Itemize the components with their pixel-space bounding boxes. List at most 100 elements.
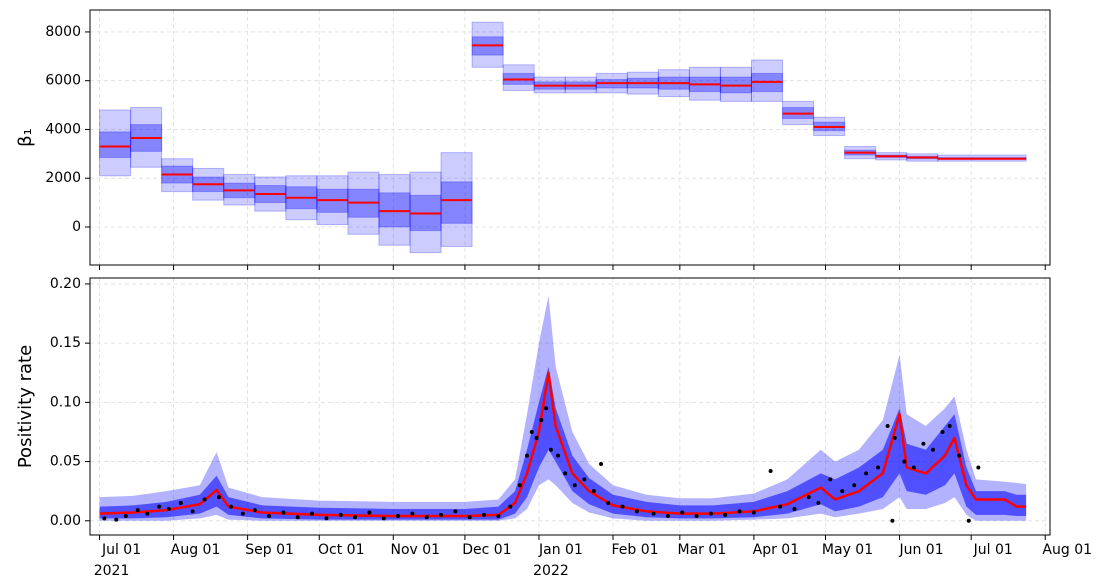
y-axis-label: β₁ — [15, 128, 36, 147]
data-point — [281, 510, 286, 515]
y-tick-label: 0.00 — [50, 513, 81, 529]
x-tick-label: Jan 01 — [538, 542, 583, 558]
x-tick-label: Mar 01 — [678, 542, 727, 558]
x-tick-label: Jun 01 — [898, 542, 943, 558]
x-tick-label: Nov 01 — [390, 542, 440, 558]
data-point — [240, 511, 245, 516]
data-point — [828, 477, 833, 482]
x-tick-label: Aug 01 — [171, 542, 221, 558]
data-point — [921, 441, 926, 446]
data-point — [534, 435, 539, 440]
axes-frame — [89, 277, 1051, 536]
data-point — [410, 511, 415, 516]
data-point — [135, 508, 140, 513]
data-point — [778, 504, 783, 509]
data-point — [114, 517, 119, 522]
data-point — [737, 509, 742, 514]
y-tick-label: 0.10 — [50, 394, 81, 410]
data-point — [876, 465, 881, 470]
data-point — [145, 511, 150, 516]
y-tick-label: 0 — [72, 219, 81, 235]
x-tick-label: Jul 01 — [101, 542, 141, 558]
data-point — [694, 514, 699, 519]
outer-band — [719, 66, 752, 102]
y-axis-label: Positivity rate — [15, 345, 36, 468]
inner-band — [440, 181, 473, 224]
data-point — [806, 495, 811, 500]
outer-band — [750, 59, 784, 102]
data-point — [267, 514, 272, 519]
inner-band — [378, 192, 411, 228]
data-point — [178, 501, 183, 506]
data-point — [548, 447, 553, 452]
outer-band — [378, 174, 411, 246]
outer-band — [99, 295, 1027, 521]
data-point — [885, 424, 890, 429]
y-tick-label: 4000 — [45, 121, 81, 137]
data-point — [864, 471, 869, 476]
data-point — [525, 453, 530, 458]
median-line — [99, 371, 1027, 518]
data-point — [517, 483, 522, 488]
data-point — [216, 495, 221, 500]
data-point — [539, 418, 544, 423]
data-point — [890, 518, 895, 523]
data-point — [563, 471, 568, 476]
data-point — [957, 453, 962, 458]
data-point — [620, 504, 625, 509]
data-point — [902, 459, 907, 464]
data-point — [723, 512, 728, 517]
data-point — [396, 514, 401, 519]
x-tick-label: Sep 01 — [245, 542, 294, 558]
data-point — [381, 516, 386, 521]
data-point — [295, 515, 300, 520]
x-tick-year: 2021 — [94, 563, 130, 579]
axes-frame — [89, 9, 1051, 266]
data-point — [556, 453, 561, 458]
x-tick-label: Aug 01 — [1042, 542, 1092, 558]
data-point — [940, 429, 945, 434]
data-point — [123, 514, 128, 519]
y-tick-label: 0.15 — [50, 335, 81, 351]
outer-band — [502, 64, 535, 91]
data-point — [892, 435, 897, 440]
data-point — [544, 406, 549, 411]
data-point — [840, 489, 845, 494]
data-point — [976, 465, 981, 470]
data-point — [338, 512, 343, 517]
data-point — [852, 483, 857, 488]
data-point — [496, 514, 501, 519]
data-point — [424, 515, 429, 520]
y-tick-label: 0.05 — [50, 454, 81, 470]
data-point — [467, 515, 472, 520]
y-tick-label: 8000 — [45, 24, 81, 40]
x-tick-label: Feb 01 — [611, 542, 658, 558]
data-point — [634, 509, 639, 514]
data-point — [591, 489, 596, 494]
x-tick-label: May 01 — [822, 542, 873, 558]
data-point — [651, 511, 656, 516]
data-point — [310, 511, 315, 516]
x-tick-label: Jul 01 — [973, 542, 1013, 558]
data-point — [572, 483, 577, 488]
y-tick-label: 6000 — [45, 73, 81, 89]
x-tick-year: 2022 — [533, 563, 569, 579]
y-tick-label: 0.20 — [50, 276, 81, 292]
data-point — [353, 515, 358, 520]
data-point — [751, 510, 756, 515]
data-point — [102, 516, 107, 521]
data-point — [606, 501, 611, 506]
data-point — [816, 501, 821, 506]
outer-band — [409, 171, 442, 254]
data-point — [482, 512, 487, 517]
data-point — [708, 511, 713, 516]
inner-band — [99, 131, 132, 158]
data-point — [439, 512, 444, 517]
data-point — [324, 516, 329, 521]
data-point — [930, 447, 935, 452]
data-point — [190, 509, 195, 514]
data-point — [453, 509, 458, 514]
data-point — [947, 424, 952, 429]
